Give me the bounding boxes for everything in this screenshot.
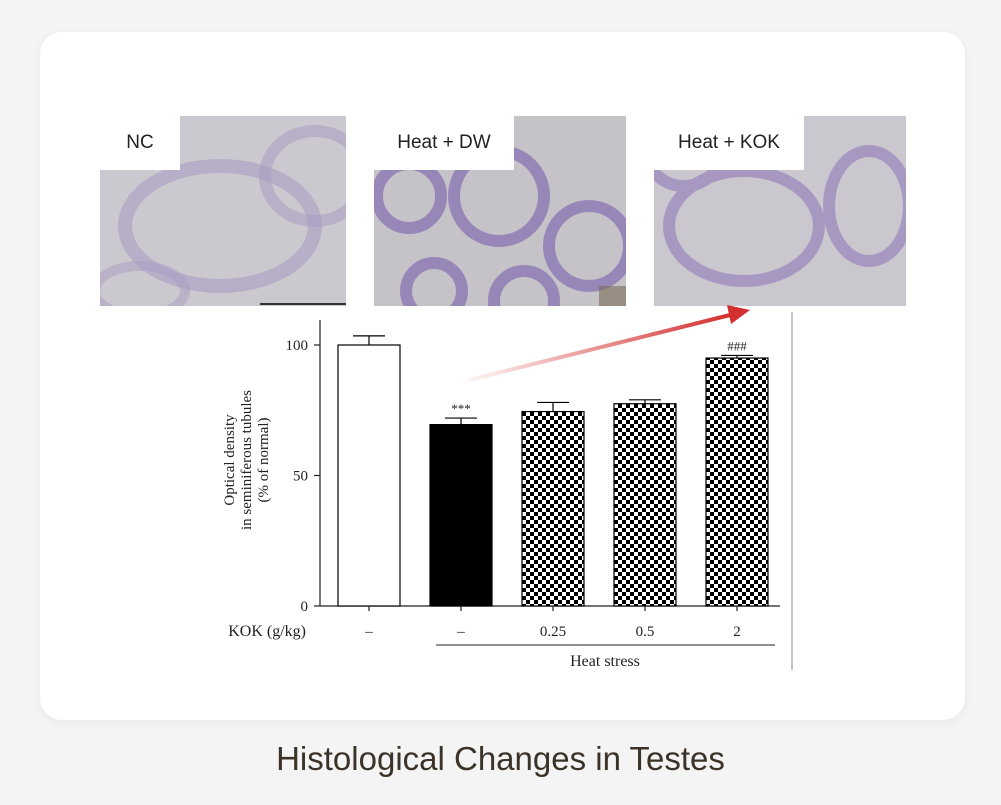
micrograph-nc: NC [100, 116, 346, 306]
panel-label: NC [100, 116, 180, 170]
y-tick-label: 50 [293, 469, 308, 485]
bar [705, 357, 769, 607]
panel-label: Heat + DW [374, 116, 514, 170]
bar-chart: Optical density in seminiferous tubules … [190, 300, 810, 680]
y-axis-title: Optical density in seminiferous tubules … [222, 390, 272, 530]
y-axis-title-line-2: in seminiferous tubules [239, 390, 255, 530]
significance-label: *** [451, 401, 471, 416]
trend-arrow [455, 305, 750, 385]
chart-svg: Optical density in seminiferous tubules … [222, 305, 793, 670]
bar [429, 424, 493, 607]
bar [521, 410, 585, 607]
y-tick-label: 0 [301, 599, 309, 615]
x-tick-label: – [364, 624, 373, 640]
group-label: Heat stress [570, 653, 640, 670]
significance-label: ### [727, 338, 747, 353]
figure-card: NC Heat + DW Heat + KOK [40, 32, 965, 720]
micrograph-heat-dw: Heat + DW [374, 116, 626, 306]
stain-pattern [100, 125, 346, 306]
bar [613, 403, 677, 607]
x-tick-label: – [456, 624, 465, 640]
y-tick-label: 100 [286, 338, 309, 354]
bars: *** ### [337, 335, 769, 607]
bar [337, 344, 401, 607]
micrograph-heat-kok: Heat + KOK [654, 116, 906, 306]
y-axis-title-line-1: Optical density [222, 414, 238, 506]
panel-label: Heat + KOK [654, 116, 804, 170]
figure-caption: Histological Changes in Testes [276, 740, 725, 777]
y-axis-title-line-3: (% of normal) [256, 418, 272, 503]
x-tick-label: 2 [733, 624, 741, 640]
x-tick-label: 0.5 [636, 624, 655, 640]
x-tick-labels: – – 0.25 0.5 2 [364, 606, 741, 640]
x-tick-label: 0.25 [540, 624, 566, 640]
x-axis-label: KOK (g/kg) [228, 623, 306, 640]
